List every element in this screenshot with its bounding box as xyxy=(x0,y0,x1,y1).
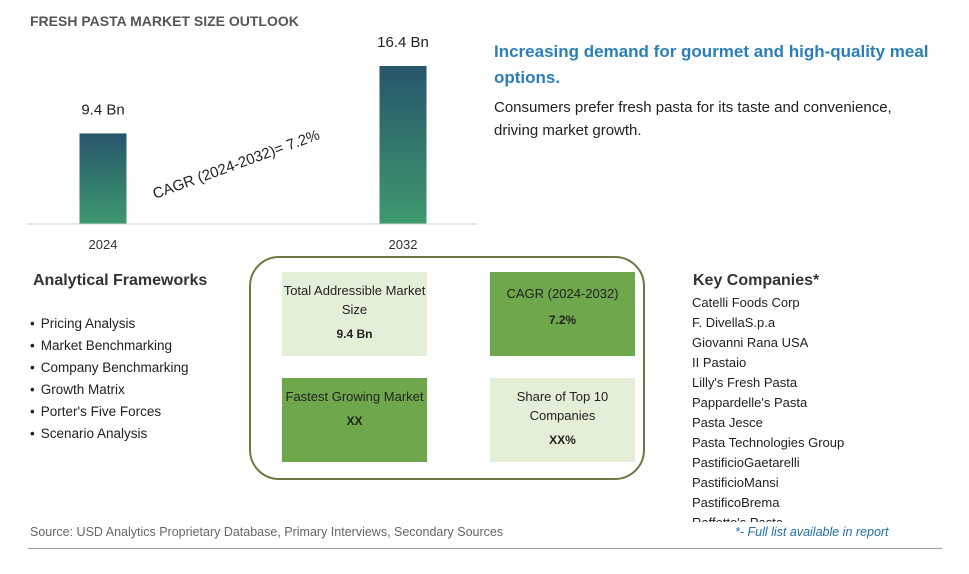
headline-description: Consumers prefer fresh pasta for its tas… xyxy=(494,99,892,139)
data-label-2032: 16.4 Bn xyxy=(377,34,429,51)
source-note: Source: USD Analytics Proprietary Databa… xyxy=(30,525,504,539)
framework-item: Scenario Analysis xyxy=(30,424,189,446)
company-item: Lilly's Fresh Pasta xyxy=(692,375,798,390)
framework-item: Company Benchmarking xyxy=(30,358,189,380)
tam-box: Total Addressible Market Size 9.4 Bn xyxy=(282,272,427,356)
framework-item: Pricing Analysis xyxy=(30,314,189,336)
x-tick-label-2024: 2024 xyxy=(89,237,118,252)
cagr-annotation: CAGR (2024-2032)= 7.2% xyxy=(151,126,323,202)
company-item: Raffetto's Pasta xyxy=(692,514,952,522)
companies-title: Key Companies* xyxy=(693,272,820,289)
fastest-growing-value: XX xyxy=(346,414,363,428)
company-item: PastificoBrema xyxy=(692,495,780,510)
x-tick-label-2032: 2032 xyxy=(389,237,418,252)
top10-share-label: Share of Top 10 Companies xyxy=(516,389,609,423)
framework-item: Porter's Five Forces xyxy=(30,402,189,424)
market-size-chart: 9.4 Bn 2024 16.4 Bn 2032 CAGR (2024-2032)= … xyxy=(26,34,478,252)
company-item: Giovanni Rana USA xyxy=(692,335,809,350)
fastest-growing-label: Fastest Growing Market xyxy=(285,389,424,404)
top10-share-box: Share of Top 10 Companies XX% xyxy=(490,378,635,462)
company-item: Pappardelle's Pasta xyxy=(692,395,808,410)
chart-title: FRESH PASTA MARKET SIZE OUTLOOK xyxy=(30,13,299,29)
summary-panel xyxy=(249,256,645,480)
full-list-footnote: *- Full list available in report xyxy=(735,525,889,539)
frameworks-list: Pricing Analysis Market Benchmarking Com… xyxy=(30,314,189,446)
data-label-2024: 9.4 Bn xyxy=(81,101,124,118)
framework-item: Growth Matrix xyxy=(30,380,189,402)
bar-2024 xyxy=(79,133,127,224)
companies-list: Catelli Foods Corp F. DivellaS.p.a Giova… xyxy=(692,294,952,522)
headline: Increasing demand for gourmet and high-q… xyxy=(494,42,929,87)
company-item: PastificioGaetarelli xyxy=(692,455,800,470)
tam-value: 9.4 Bn xyxy=(336,327,373,341)
cagr-box: CAGR (2024-2032) 7.2% xyxy=(490,272,635,356)
cagr-label: CAGR (2024-2032) xyxy=(506,286,619,301)
top10-share-value: XX% xyxy=(549,433,576,447)
cagr-value: 7.2% xyxy=(548,313,577,327)
company-item: II Pastaio xyxy=(692,355,747,370)
framework-item: Market Benchmarking xyxy=(30,336,189,358)
company-item: Pasta Jesce xyxy=(692,415,763,430)
company-item: F. DivellaS.p.a xyxy=(692,315,776,330)
companies-list-container: Catelli Foods Corp F. DivellaS.p.a Giova… xyxy=(692,294,952,522)
bottom-divider xyxy=(28,548,942,549)
tam-label: Total Addressible Market Size xyxy=(283,283,426,317)
company-item: Pasta Technologies Group xyxy=(692,435,845,450)
company-item: Catelli Foods Corp xyxy=(692,295,800,310)
bar-2032 xyxy=(379,66,427,224)
frameworks-title: Analytical Frameworks xyxy=(33,272,208,289)
fastest-growing-box: Fastest Growing Market XX xyxy=(282,378,427,462)
company-item: PastificioMansi xyxy=(692,475,779,490)
